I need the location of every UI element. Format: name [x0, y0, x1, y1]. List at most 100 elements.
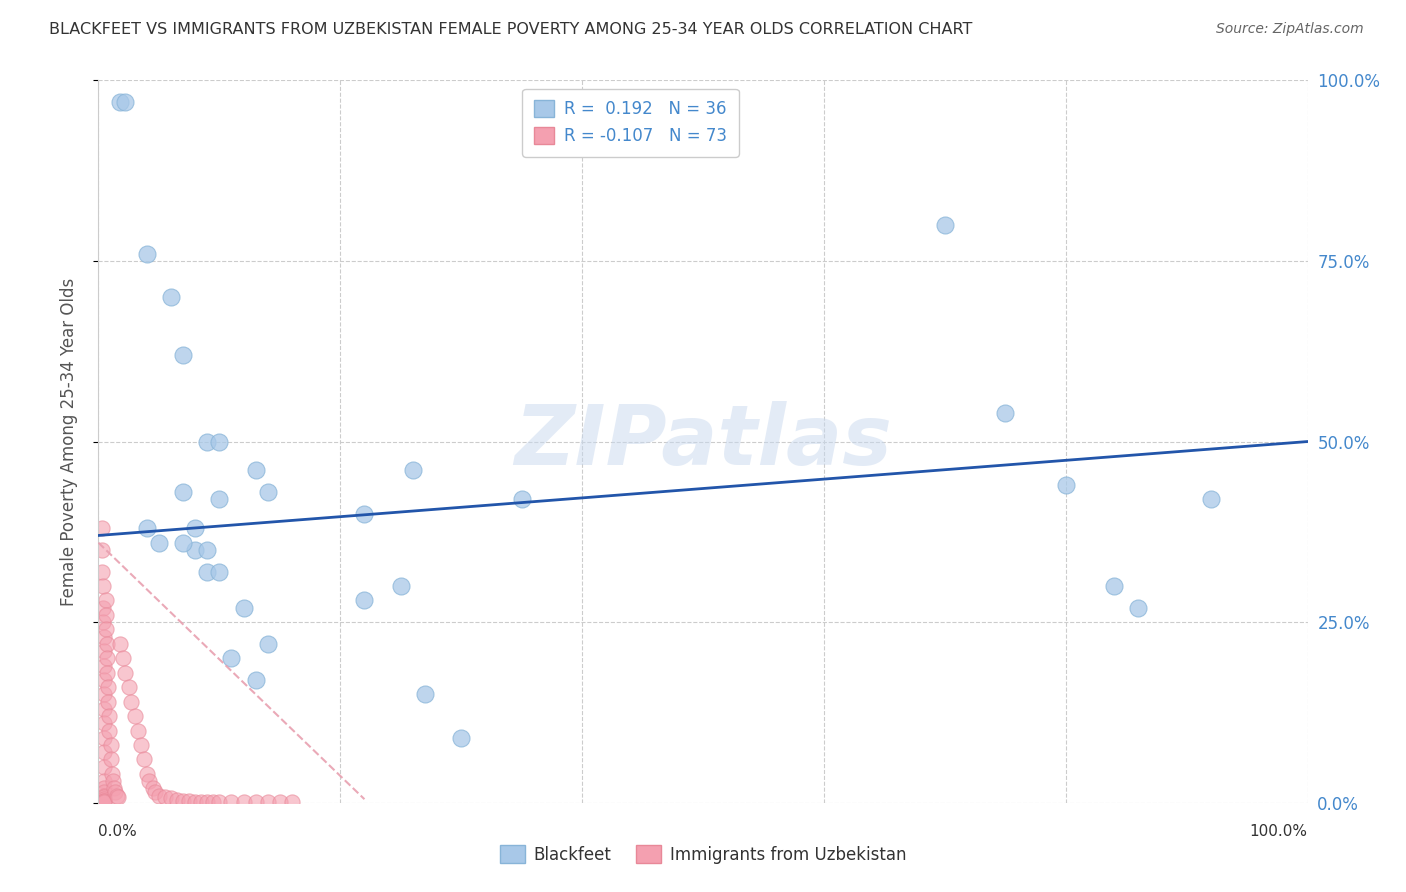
Point [1054, 478, 1077, 492]
Point [135, 767, 157, 781]
Point [96, 637, 118, 651]
Point [143, 785, 166, 799]
Point [195, 795, 218, 809]
Point [195, 565, 218, 579]
Point [281, 795, 304, 809]
Point [98, 709, 121, 723]
Point [148, 535, 170, 549]
Legend: R =  0.192   N = 36, R = -0.107   N = 73: R = 0.192 N = 36, R = -0.107 N = 73 [522, 88, 738, 157]
Point [100, 752, 122, 766]
Point [1128, 600, 1150, 615]
Point [184, 795, 207, 809]
Point [93, 781, 115, 796]
Y-axis label: Female Poverty Among 25-34 Year Olds: Female Poverty Among 25-34 Year Olds [59, 277, 77, 606]
Point [184, 542, 207, 557]
Point [208, 565, 231, 579]
Point [108, 637, 131, 651]
Point [93, 716, 115, 731]
Point [402, 463, 425, 477]
Point [93, 745, 115, 759]
Point [256, 637, 278, 651]
Point [138, 774, 160, 789]
Point [94, 593, 117, 607]
Point [994, 406, 1017, 420]
Point [160, 791, 183, 805]
Point [256, 485, 278, 500]
Point [93, 794, 115, 808]
Point [94, 623, 117, 637]
Point [93, 630, 115, 644]
Point [93, 789, 115, 803]
Point [93, 795, 115, 809]
Point [179, 794, 201, 808]
Point [91, 542, 114, 557]
Point [208, 492, 231, 507]
Point [353, 507, 375, 521]
Point [195, 434, 218, 449]
Point [190, 795, 212, 809]
Point [91, 579, 114, 593]
Point [389, 579, 412, 593]
Point [510, 492, 533, 507]
Point [93, 673, 115, 687]
Text: 0.0%: 0.0% [98, 824, 138, 839]
Point [97, 680, 120, 694]
Point [1199, 492, 1222, 507]
Point [105, 789, 128, 803]
Point [353, 593, 375, 607]
Point [450, 731, 472, 745]
Point [202, 795, 225, 809]
Point [103, 781, 125, 796]
Point [124, 709, 146, 723]
Point [245, 795, 267, 809]
Point [93, 774, 115, 789]
Point [94, 607, 117, 622]
Point [153, 790, 176, 805]
Point [93, 644, 115, 658]
Point [172, 485, 194, 500]
Point [172, 794, 194, 808]
Point [135, 521, 157, 535]
Point [208, 795, 231, 809]
Point [135, 246, 157, 260]
Point [93, 792, 115, 806]
Point [100, 738, 122, 752]
Point [134, 752, 156, 766]
Point [96, 651, 118, 665]
Point [97, 695, 120, 709]
Point [93, 785, 115, 799]
Point [934, 218, 956, 232]
Point [93, 658, 115, 673]
Point [100, 767, 122, 781]
Point [91, 521, 114, 535]
Point [172, 348, 194, 362]
Point [98, 723, 121, 738]
Point [195, 542, 218, 557]
Point [221, 651, 243, 665]
Point [91, 615, 114, 630]
Point [208, 434, 231, 449]
Point [232, 795, 254, 809]
Point [172, 535, 194, 549]
Point [114, 95, 136, 109]
Point [413, 687, 436, 701]
Point [114, 665, 136, 680]
Point [93, 790, 115, 805]
Point [93, 702, 115, 716]
Point [142, 781, 165, 796]
Text: Source: ZipAtlas.com: Source: ZipAtlas.com [1216, 22, 1364, 37]
Text: BLACKFEET VS IMMIGRANTS FROM UZBEKISTAN FEMALE POVERTY AMONG 25-34 YEAR OLDS COR: BLACKFEET VS IMMIGRANTS FROM UZBEKISTAN … [49, 22, 973, 37]
Point [256, 795, 278, 809]
Text: 100.0%: 100.0% [1250, 824, 1308, 839]
Point [118, 680, 141, 694]
Point [93, 687, 115, 701]
Point [221, 795, 243, 809]
Point [107, 790, 129, 805]
Point [184, 521, 207, 535]
Point [1102, 579, 1125, 593]
Point [101, 774, 124, 789]
Point [245, 463, 267, 477]
Point [129, 738, 152, 752]
Point [91, 565, 114, 579]
Point [96, 665, 118, 680]
